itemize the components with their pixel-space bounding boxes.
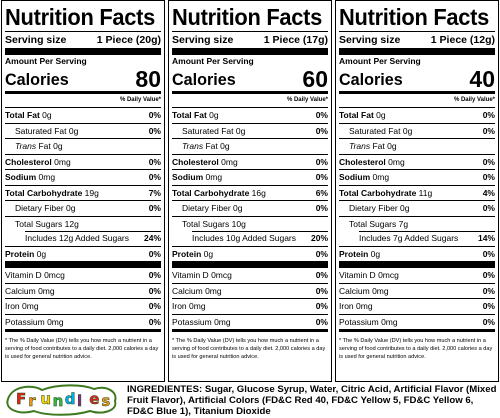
calories-row: Calories 40 (339, 67, 495, 91)
serving-size-row: Serving size 1 Piece (17g) (172, 32, 328, 48)
panel-title: Nutrition Facts (5, 4, 156, 30)
carb-row: Total Carbohydrate 16g 6% (172, 184, 328, 201)
logo-letter: s (101, 392, 110, 410)
logo-letter: r (28, 392, 36, 410)
serving-value: 1 Piece (17g) (263, 34, 328, 46)
daily-value-header: % Daily Value* (453, 97, 495, 103)
carb-row: Total Carbohydrate 11g 4% (339, 184, 495, 201)
panel-title: Nutrition Facts (339, 4, 490, 30)
potassium-row: Potassium 0mg 0% (5, 313, 161, 330)
logo-letter: F (16, 390, 26, 408)
iron-row: Iron 0mg 0% (5, 298, 161, 314)
ingredients-text: INGREDIENTES: Sugar, Glucose Syrup, Wate… (127, 384, 497, 418)
daily-value-header: % Daily Value* (119, 97, 161, 103)
serving-label: Serving size (5, 34, 67, 46)
calories-value: 40 (469, 66, 495, 92)
footnote: * The % Daily Value (DV) tells you how m… (339, 338, 493, 360)
logo-letter: n (53, 392, 64, 410)
vitamin-d-row: Vitamin D 0mcg 0% (5, 270, 161, 280)
vitamins-section: Vitamin D 0mcg 0% Calcium 0mg 0% Iron 0mg 0… (5, 268, 161, 329)
nutrition-panel-17g: Nutrition Facts Serving size 1 Piece (17… (168, 0, 332, 382)
sodium-row: Sodium 0mg 0% (172, 169, 328, 185)
logo-letter: e (89, 390, 99, 408)
daily-value-header: % Daily Value* (286, 97, 328, 103)
iron-row: Iron 0mg 0% (172, 298, 328, 314)
sat-fat-row: Saturated Fat 0g 0% (172, 122, 328, 139)
serving-size-row: Serving size 1 Piece (20g) (5, 32, 161, 48)
potassium-row: Potassium 0mg 0% (172, 313, 328, 330)
iron-row: Iron 0mg 0% (339, 298, 495, 314)
vitamins-section: Vitamin D 0mcg 0% Calcium 0mg 0% Iron 0mg 0… (172, 268, 328, 329)
sugars-row: Total Sugars 10g (172, 215, 328, 232)
nutrition-panels: Nutrition Facts Serving size 1 Piece (20… (1, 0, 499, 382)
carb-row: Total Carbohydrate 19g 7% (5, 184, 161, 201)
logo-letter: l (77, 392, 82, 410)
potassium-row: Potassium 0mg 0% (339, 313, 495, 330)
added-sugars-row: Includes 7g Added Sugars 14% (339, 231, 495, 246)
logo-letter: u (40, 390, 51, 408)
footnote: * The % Daily Value (DV) tells you how m… (172, 338, 326, 360)
trans-fat-row: Trans Fat 0g (5, 138, 161, 154)
sodium-row: Sodium 0mg 0% (5, 169, 161, 185)
cholesterol-row: Cholesterol 0mg 0% (5, 153, 161, 170)
serving-value: 1 Piece (20g) (96, 34, 161, 46)
panel-title: Nutrition Facts (172, 4, 323, 30)
fiber-row: Dietary Fiber 0g 0% (5, 200, 161, 216)
sat-fat-row: Saturated Fat 0g 0% (339, 122, 495, 139)
calories-label: Calories (5, 70, 69, 89)
footnote: * The % Daily Value (DV) tells you how m… (5, 338, 159, 360)
sat-fat-row: Saturated Fat 0g 0% (5, 122, 161, 139)
added-sugars-row: Includes 12g Added Sugars 24% (5, 231, 161, 246)
calcium-row: Calcium 0mg 0% (172, 282, 328, 299)
calories-label: Calories (339, 70, 403, 89)
nutrition-panel-20g: Nutrition Facts Serving size 1 Piece (20… (1, 0, 165, 382)
calories-row: Calories 80 (5, 67, 161, 91)
amount-per-serving: Amount Per Serving (172, 56, 254, 66)
serving-label: Serving size (172, 34, 234, 46)
serving-value: 1 Piece (12g) (430, 34, 495, 46)
sugars-row: Total Sugars 12g (5, 215, 161, 232)
nutrition-panel-12g: Nutrition Facts Serving size 1 Piece (12… (335, 0, 499, 382)
total-fat-row: Total Fat 0g 0% (172, 107, 328, 123)
fiber-row: Dietary Fiber 0g 0% (172, 200, 328, 216)
amount-per-serving: Amount Per Serving (5, 56, 87, 66)
calories-value: 60 (302, 66, 328, 92)
vitamin-d-row: Vitamin D 0mcg 0% (339, 270, 495, 280)
vitamins-section: Vitamin D 0mcg 0% Calcium 0mg 0% Iron 0mg 0… (339, 268, 495, 329)
fiber-row: Dietary Fiber 0g 0% (339, 200, 495, 216)
calories-row: Calories 60 (172, 67, 328, 91)
vitamin-d-row: Vitamin D 0mcg 0% (172, 270, 328, 280)
sodium-row: Sodium 0mg 0% (339, 169, 495, 185)
calories-label: Calories (172, 70, 236, 89)
calcium-row: Calcium 0mg 0% (339, 282, 495, 299)
added-sugars-row: Includes 10g Added Sugars 20% (172, 231, 328, 246)
protein-row: Protein 0g 0% (339, 245, 495, 262)
calcium-row: Calcium 0mg 0% (5, 282, 161, 299)
total-fat-row: Total Fat 0g 0% (339, 107, 495, 123)
cholesterol-row: Cholesterol 0mg 0% (172, 153, 328, 170)
amount-per-serving: Amount Per Serving (339, 56, 421, 66)
cholesterol-row: Cholesterol 0mg 0% (339, 153, 495, 170)
calories-value: 80 (135, 66, 161, 92)
logo-letter: d (65, 390, 76, 408)
serving-size-row: Serving size 1 Piece (12g) (339, 32, 495, 48)
protein-row: Protein 0g 0% (5, 245, 161, 262)
total-fat-row: Total Fat 0g 0% (5, 107, 161, 123)
protein-row: Protein 0g 0% (172, 245, 328, 262)
trans-fat-row: Trans Fat 0g (172, 138, 328, 154)
serving-label: Serving size (339, 34, 401, 46)
sugars-row: Total Sugars 7g (339, 215, 495, 232)
trans-fat-row: Trans Fat 0g (339, 138, 495, 154)
